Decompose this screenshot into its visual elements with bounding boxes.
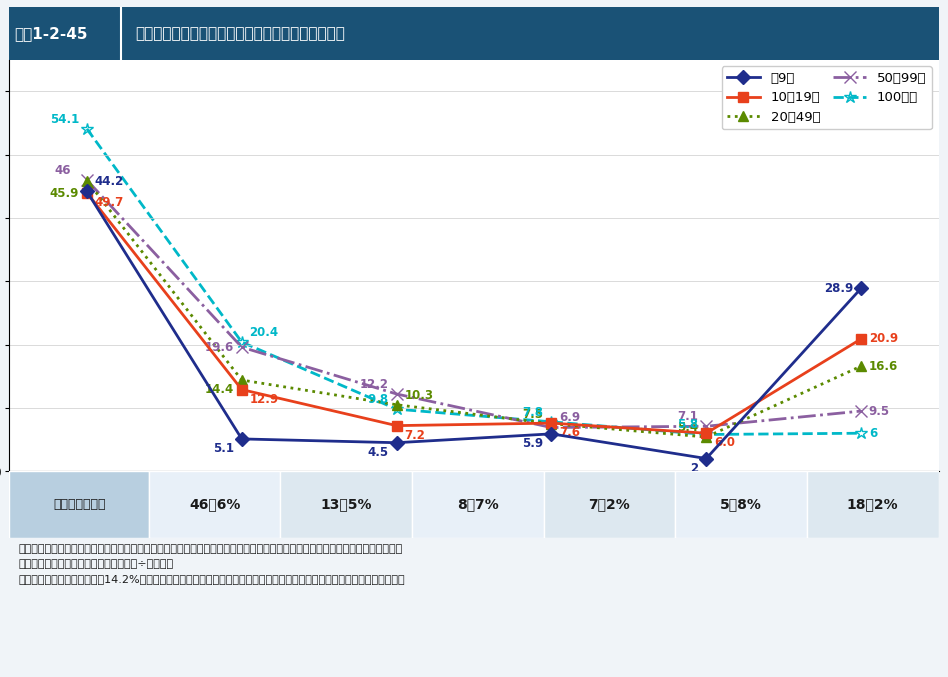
Text: 8．7%: 8．7% [457, 498, 499, 511]
Bar [9, 471, 149, 538]
Bar [675, 471, 807, 538]
Text: 14.4: 14.4 [205, 383, 234, 396]
Text: 12.2: 12.2 [360, 378, 389, 391]
Text: 45.9: 45.9 [50, 187, 79, 200]
Text: 資料：（公財）介護労働安定センター「令和２年度介護労働実態調査」により厚生労働省社会・援護局福祉基盤課において作成。
（注）　離職率＝（１年間の離職者数）÷労働: 資料：（公財）介護労働安定センター「令和２年度介護労働実態調査」により厚生労働省… [19, 544, 406, 584]
Bar [543, 471, 675, 538]
Text: 19.6: 19.6 [205, 341, 234, 353]
Text: 6.9: 6.9 [559, 412, 580, 424]
Text: 5.1: 5.1 [213, 442, 234, 455]
Text: 図表1-2-45: 図表1-2-45 [14, 26, 87, 41]
Text: 7.5: 7.5 [522, 408, 543, 420]
Text: 12.9: 12.9 [249, 393, 279, 406]
Text: 9.8: 9.8 [368, 393, 389, 406]
Legend: ～9人, 10～19人, 20～49人, 50～99人, 100人～: ～9人, 10～19人, 20～49人, 50～99人, 100人～ [721, 66, 932, 129]
Text: 13．5%: 13．5% [320, 498, 372, 511]
Text: 6.0: 6.0 [714, 437, 735, 450]
Text: 5.8: 5.8 [678, 418, 699, 431]
Bar [412, 471, 543, 538]
Text: 7.6: 7.6 [559, 427, 580, 439]
Text: 7.8: 7.8 [522, 406, 543, 418]
Text: 5.4: 5.4 [678, 421, 699, 434]
Text: 18．2%: 18．2% [847, 498, 899, 511]
Text: 4.5: 4.5 [368, 446, 389, 459]
Text: 10.3: 10.3 [404, 389, 433, 401]
Text: 20.4: 20.4 [249, 326, 279, 339]
Text: 54.1: 54.1 [50, 112, 79, 126]
X-axis label: （離職率階級）: （離職率階級） [445, 496, 503, 510]
Text: 7.1: 7.1 [678, 410, 699, 423]
Bar [807, 471, 939, 538]
Text: 44.2: 44.2 [95, 175, 124, 188]
Bar [281, 471, 412, 538]
Bar [149, 471, 281, 538]
Text: 6: 6 [868, 427, 877, 440]
Text: 16.6: 16.6 [868, 359, 898, 372]
Text: 9.5: 9.5 [868, 405, 890, 418]
Text: 5．8%: 5．8% [720, 498, 762, 511]
Text: 20.9: 20.9 [868, 332, 898, 345]
Text: 7.2: 7.2 [404, 429, 426, 442]
Text: 46: 46 [55, 164, 71, 177]
Text: 離職率階級別にみた事業所規模別の事業所数の割合: 離職率階級別にみた事業所規模別の事業所数の割合 [135, 26, 345, 41]
Text: 全事業所の割合: 全事業所の割合 [53, 498, 105, 511]
Text: 46．6%: 46．6% [189, 498, 241, 511]
Text: 5.9: 5.9 [522, 437, 543, 450]
Text: 7．2%: 7．2% [589, 498, 630, 511]
Text: 49.7: 49.7 [95, 196, 124, 209]
Text: 2: 2 [690, 462, 699, 475]
Text: 28.9: 28.9 [824, 282, 853, 294]
